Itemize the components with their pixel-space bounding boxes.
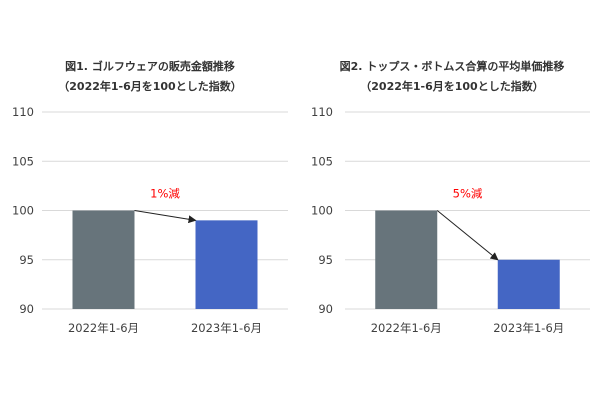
chart-2-y-tick-label: 100	[311, 204, 333, 218]
chart-2-y-tick-label: 110	[311, 105, 333, 119]
chart-1-change-arrow	[134, 210, 197, 224]
chart-2-y-tick-label: 90	[318, 302, 333, 316]
chart-2-bar-1	[375, 210, 438, 309]
chart-1-bar-1	[72, 210, 135, 309]
chart-1-category-label: 2022年1-6月	[68, 321, 139, 335]
chart-1-y-tick-label: 95	[19, 253, 34, 267]
chart-2-y-tick-label: 95	[318, 253, 333, 267]
chart-1-change-annotation: 1%減	[150, 187, 180, 201]
chart-2-y-tick-label: 105	[311, 154, 333, 168]
chart-1-title: 図1. ゴルフウェアの販売金額推移	[65, 59, 235, 73]
chart-1-y-tick-label: 105	[12, 154, 34, 168]
chart-1-bar-2	[195, 220, 258, 309]
chart-1: 図1. ゴルフウェアの販売金額推移 （2022年1-6月を100とした指数） 9…	[12, 59, 288, 335]
chart-1-y-tick-label: 100	[12, 204, 34, 218]
chart-1-y-tick-label: 90	[19, 302, 34, 316]
chart-2-title: 図2. トップス・ボトムス合算の平均単価推移	[340, 59, 565, 73]
chart-2-category-label: 2023年1-6月	[493, 321, 564, 335]
chart-2: 図2. トップス・ボトムス合算の平均単価推移 （2022年1-6月を100とした…	[311, 59, 590, 335]
chart-1-y-tick-label: 110	[12, 105, 34, 119]
chart-2-bar-2	[497, 259, 560, 309]
chart-2-change-annotation: 5%減	[453, 187, 483, 201]
chart-2-category-label: 2022年1-6月	[371, 321, 442, 335]
chart-2-subtitle: （2022年1-6月を100とした指数）	[360, 79, 543, 93]
chart-1-subtitle: （2022年1-6月を100とした指数）	[58, 79, 241, 93]
chart-2-change-arrow	[436, 210, 499, 261]
chart-1-category-label: 2023年1-6月	[191, 321, 262, 335]
